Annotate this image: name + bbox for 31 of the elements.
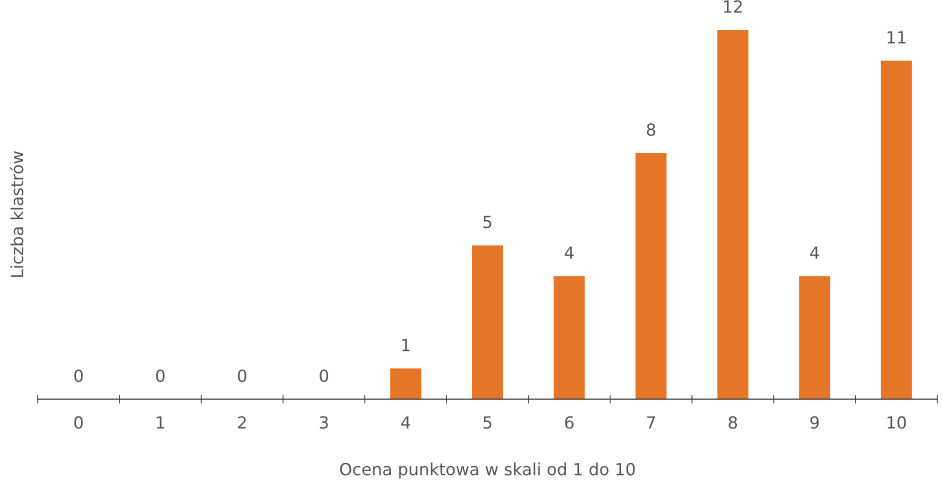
x-tick-label: 8 — [728, 416, 737, 429]
x-tick-label: 0 — [74, 416, 83, 429]
x-tick-label: 4 — [401, 416, 410, 429]
data-label: 0 — [156, 369, 165, 382]
bar — [390, 368, 422, 400]
bar — [554, 276, 585, 400]
data-label: 4 — [564, 246, 574, 259]
bar — [799, 276, 830, 400]
data-label: 8 — [646, 123, 656, 136]
data-label: 1 — [402, 338, 410, 352]
data-label: 0 — [320, 369, 328, 382]
bar — [472, 245, 504, 400]
bar — [636, 153, 667, 400]
data-label: 12 — [724, 0, 742, 13]
x-tick-label: 1 — [156, 416, 164, 429]
x-tick-label: 3 — [320, 416, 328, 429]
x-axis-title: Ocena punktowa w skali od 1 do 10 — [340, 462, 635, 479]
x-tick-label: 9 — [810, 416, 819, 429]
data-label: 0 — [238, 369, 246, 382]
data-label: 0 — [74, 369, 83, 382]
data-label: 4 — [810, 246, 819, 259]
y-axis-title: Liczba klastrów — [10, 151, 24, 277]
bar — [880, 60, 912, 400]
x-tick-label: 2 — [238, 416, 246, 429]
bar — [717, 30, 748, 400]
x-tick-label: 6 — [565, 416, 574, 429]
data-label: 11 — [888, 31, 906, 44]
x-tick-label: 10 — [888, 416, 906, 429]
data-label: 5 — [483, 216, 492, 228]
x-tick-label: 7 — [647, 416, 655, 429]
x-tick-label: 5 — [483, 416, 492, 429]
